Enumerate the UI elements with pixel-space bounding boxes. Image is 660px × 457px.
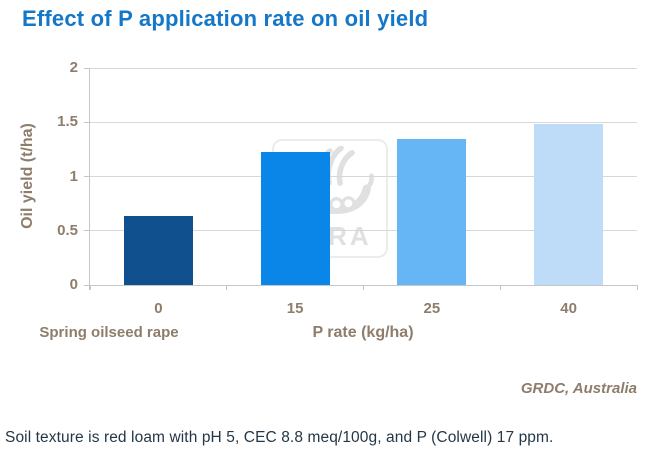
y-tick-mark [84,121,90,123]
y-tick-mark [84,230,90,232]
plot-area: YARA 0 0.5 1 1.5 2 0 15 25 40 Oil yield (t/ha) S… [19,59,638,341]
gridline-0.5 [90,230,637,232]
chart-figure: Effect of P application rate on oil yiel… [19,6,638,397]
bar-p-rate-0 [123,215,193,285]
x-tick-label-15: 15 [286,300,304,317]
x-tick-mark [499,285,501,290]
x-axis-series-label: Spring oilseed rape [39,324,179,341]
gridline-1.5 [90,121,637,123]
y-tick-label-2: 2 [69,59,78,76]
y-axis-line [89,68,90,290]
y-tick-label-1: 1 [69,167,78,185]
bar-p-rate-15 [260,151,330,285]
chart-title: Effect of P application rate on oil yiel… [22,6,429,31]
y-tick-mark [84,176,90,177]
y-tick-mark [84,67,90,69]
x-tick-mark [89,285,91,290]
x-tick-label-25: 25 [423,300,441,317]
y-tick-mark [84,284,90,286]
source-attribution: GRDC, Australia [520,380,637,397]
x-tick-label-40: 40 [560,300,577,317]
y-axis-title: Oil yield (t/ha) [19,123,36,229]
x-axis-line [90,285,637,286]
y-tick-label-1.5: 1.5 [57,113,78,131]
x-tick-mark [226,285,228,290]
gridline-2 [90,67,637,69]
x-axis-title: P rate (kg/ha) [312,324,414,341]
x-tick-label-0: 0 [154,300,163,317]
y-tick-label-0: 0 [69,276,78,293]
x-tick-mark [363,285,364,290]
bar-p-rate-25 [397,138,467,285]
y-tick-label-0.5: 0.5 [57,221,78,239]
gridline-1 [90,176,637,177]
bar-p-rate-40 [534,124,604,285]
figure-caption: Soil texture is red loam with pH 5, CEC … [5,429,554,446]
x-tick-mark [636,285,638,290]
